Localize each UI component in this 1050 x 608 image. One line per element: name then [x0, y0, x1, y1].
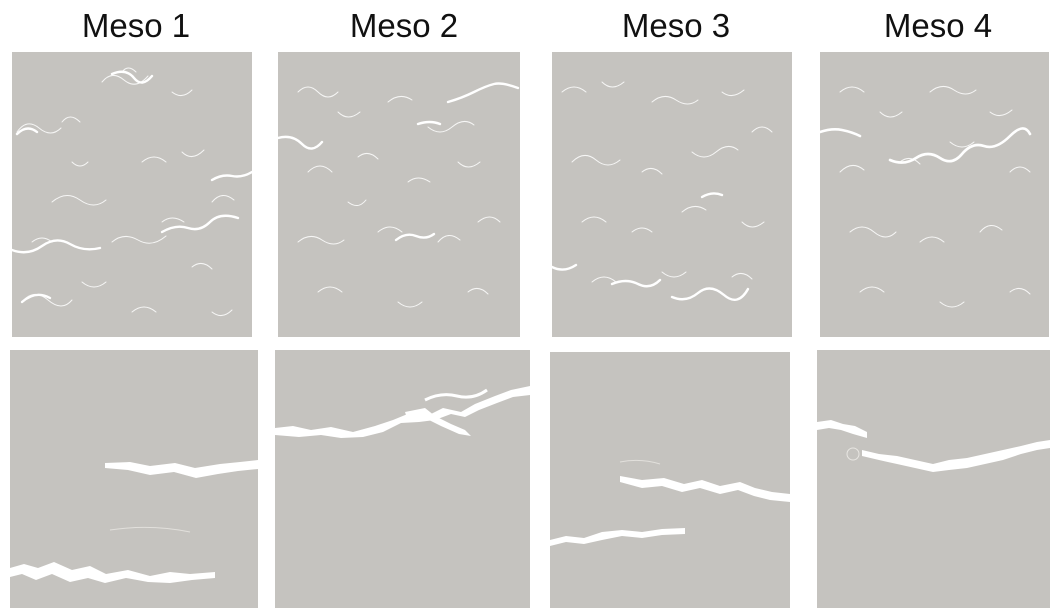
- column-title-meso-4: Meso 4: [883, 7, 993, 44]
- macro-crack-panel-meso-1: [10, 350, 258, 608]
- macro-crack-panel-meso-2: [275, 350, 530, 608]
- column-title-meso-3: Meso 3: [621, 7, 731, 44]
- column-title-meso-1: Meso 1: [81, 7, 191, 44]
- micro-crack-panel-meso-4: [820, 52, 1049, 337]
- micro-crack-panel-meso-3: [552, 52, 792, 337]
- macro-crack-panel-meso-4: [817, 350, 1050, 608]
- macro-crack-panel-meso-3: [550, 352, 790, 608]
- column-title-meso-2: Meso 2: [349, 7, 459, 44]
- micro-crack-panel-meso-2: [278, 52, 520, 337]
- micro-crack-panel-meso-1: [12, 52, 252, 337]
